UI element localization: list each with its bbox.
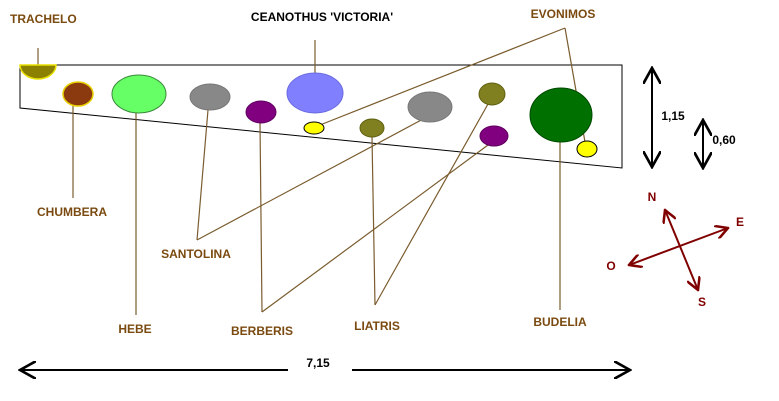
compass-label: N [648,190,657,204]
plant-label: HEBE [118,322,151,336]
plants [19,64,598,158]
berberis-plant [479,125,509,147]
plant-label: CEANOTHUS 'VICTORIA' [251,10,393,24]
ceanothus-plant [286,72,344,114]
liatris-plant [478,82,506,106]
length-label: 7,15 [306,356,330,370]
budelia-plant [529,87,593,143]
trachelo-plant [19,64,57,80]
width-label: 0,60 [712,133,736,147]
compass-we [629,228,728,265]
dimensions: 7,15 1,15 0,60 [20,68,736,370]
plant-label: LIATRIS [354,319,400,333]
santolina-plant [407,91,453,123]
width-label: 1,15 [661,109,685,123]
leader-lines [37,27,586,315]
plant-label: TRACHELO [10,12,77,26]
santolina-plant [189,83,231,111]
plant-label: BERBERIS [231,324,293,338]
compass: N E O S [606,190,744,309]
plant-label: EVONIMOS [531,7,596,21]
evonimos-plant [303,121,325,135]
garden-bed [19,64,623,169]
liatris-plant [359,118,385,138]
hebe-plant [111,74,167,114]
berberis-plant [245,100,277,124]
labels: TRACHELO CEANOTHUS 'VICTORIA' EVONIMOS C… [10,7,595,338]
chumbera-plant [62,81,94,107]
compass-label: O [606,259,615,273]
compass-label: S [698,295,706,309]
evonimos-plant [576,140,598,158]
compass-label: E [736,215,744,229]
plant-label: CHUMBERA [37,205,107,219]
plant-label: SANTOLINA [161,247,231,261]
plant-label: BUDELIA [533,315,587,329]
